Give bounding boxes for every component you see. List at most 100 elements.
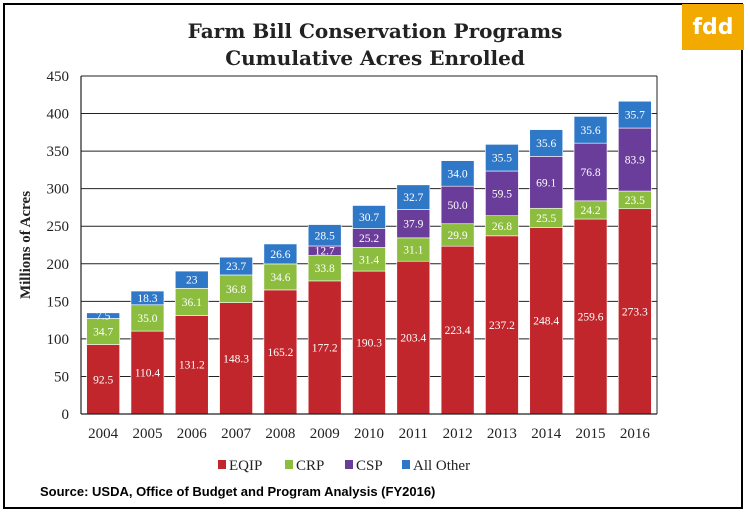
y-tick-label: 450 — [47, 69, 70, 85]
bar-segment-eqip — [174, 315, 209, 415]
data-label: 34.7 — [93, 326, 113, 338]
bar-segment-all-other — [263, 243, 298, 265]
data-label: 28.5 — [315, 230, 335, 242]
bar-segment-all-other — [219, 256, 253, 276]
bar-segment-eqip — [307, 280, 342, 415]
data-label: 76.8 — [580, 167, 600, 179]
bar-segment-csp — [396, 209, 431, 239]
data-label: 248.4 — [533, 316, 559, 328]
y-tick-label: 50 — [54, 369, 69, 385]
bar-segment-eqip — [618, 208, 652, 415]
legend-label: CSP — [356, 458, 383, 474]
data-label: 59.5 — [492, 188, 512, 200]
bar-segment-eqip — [485, 235, 519, 415]
bar-segment-eqip — [219, 302, 253, 415]
y-tick-label: 350 — [47, 144, 70, 160]
data-label: 35.0 — [137, 313, 157, 325]
data-label: 24.2 — [580, 205, 600, 217]
data-label: 25.5 — [536, 213, 556, 225]
data-label: 83.9 — [625, 155, 645, 167]
x-tick-label: 2014 — [531, 426, 562, 442]
data-label: 32.7 — [403, 192, 423, 204]
data-label: 35.7 — [625, 110, 645, 122]
data-label: 190.3 — [356, 338, 382, 350]
axes: 0 50 100 150 200 250 300 350 400 450 2004 2005 2006 2… — [47, 69, 658, 442]
x-tick-label: 2009 — [310, 426, 340, 442]
data-label: 92.5 — [93, 374, 113, 386]
data-label: 177.2 — [312, 342, 338, 354]
data-label: 26.8 — [492, 221, 512, 233]
x-tick-label: 2010 — [354, 426, 384, 442]
data-label: 36.8 — [226, 284, 246, 296]
legend-swatch — [285, 460, 293, 469]
bar-segment-all-other — [529, 129, 564, 157]
data-label: 33.8 — [315, 263, 335, 275]
data-label: 203.4 — [400, 333, 426, 345]
source-note: Source: USDA, Office of Budget and Progr… — [40, 484, 436, 499]
data-label: 7.5 — [96, 311, 111, 323]
data-label: 34.0 — [448, 168, 468, 180]
bar-segment-crp — [307, 255, 342, 282]
x-tick-label: 2008 — [265, 426, 295, 442]
data-label: 25.2 — [359, 233, 379, 245]
bar-segment-all-other — [174, 270, 209, 289]
data-label: 37.9 — [403, 219, 423, 231]
x-tick-label: 2016 — [620, 426, 651, 442]
data-label: 259.6 — [578, 312, 604, 324]
y-tick-label: 400 — [47, 107, 70, 123]
data-label: 35.6 — [580, 125, 600, 137]
bars: 92.5 34.7 7.5 110.4 35.0 18.3 131.2 36.1 23 148.3… — [86, 100, 652, 415]
legend-label: EQIP — [229, 458, 262, 474]
legend-swatch — [402, 460, 410, 469]
y-tick-label: 250 — [47, 219, 70, 235]
data-label: 69.1 — [536, 177, 556, 189]
bar-segment-eqip — [263, 289, 298, 415]
data-label: 34.6 — [270, 272, 290, 284]
bar-segment-all-other — [618, 100, 652, 129]
data-label: 223.4 — [445, 325, 471, 337]
bar-segment-csp — [440, 185, 475, 225]
fdd-logo: fdd — [682, 4, 744, 50]
data-label: 26.6 — [270, 249, 290, 261]
data-label: 12.7 — [315, 246, 335, 258]
bar-segment-csp — [618, 127, 652, 192]
data-label: 18.3 — [137, 293, 157, 305]
data-label: 23 — [186, 275, 198, 287]
data-label: 31.4 — [359, 254, 379, 266]
y-tick-label: 150 — [47, 294, 70, 310]
data-label: 273.3 — [622, 306, 648, 318]
data-label: 35.5 — [492, 153, 512, 165]
bar-segment-eqip — [86, 344, 120, 415]
bar-segment-all-other — [573, 116, 608, 144]
x-tick-label: 2007 — [221, 426, 252, 442]
x-tick-label: 2012 — [443, 426, 473, 442]
bar-segment-all-other — [440, 160, 475, 187]
y-axis-label: Millions of Acres — [18, 191, 34, 299]
data-label: 23.7 — [226, 261, 246, 273]
data-label: 31.1 — [403, 245, 423, 257]
data-label: 131.2 — [179, 360, 205, 372]
legend-swatch — [345, 460, 353, 469]
bar-segment-csp — [573, 142, 608, 202]
data-label: 50.0 — [448, 200, 468, 212]
x-tick-label: 2015 — [576, 426, 606, 442]
x-tick-label: 2013 — [487, 426, 517, 442]
bar-segment-all-other — [352, 205, 386, 229]
data-label: 30.7 — [359, 212, 379, 224]
legend-label: CRP — [296, 458, 324, 474]
bar-segment-all-other — [86, 312, 120, 319]
y-tick-label: 0 — [62, 407, 70, 423]
data-label: 148.3 — [223, 353, 249, 365]
y-tick-label: 100 — [47, 332, 70, 348]
data-label: 23.5 — [625, 195, 645, 207]
chart-title: Farm Bill Conservation Programs — [188, 19, 563, 43]
bar-segment-eqip — [529, 227, 564, 415]
x-tick-label: 2006 — [177, 426, 208, 442]
bar-segment-crp — [86, 318, 120, 345]
bar-segment-eqip — [396, 260, 431, 415]
data-label: 165.2 — [267, 347, 293, 359]
y-tick-label: 200 — [47, 257, 70, 273]
legend-label: All Other — [413, 458, 470, 474]
bar-segment-all-other — [307, 224, 342, 247]
